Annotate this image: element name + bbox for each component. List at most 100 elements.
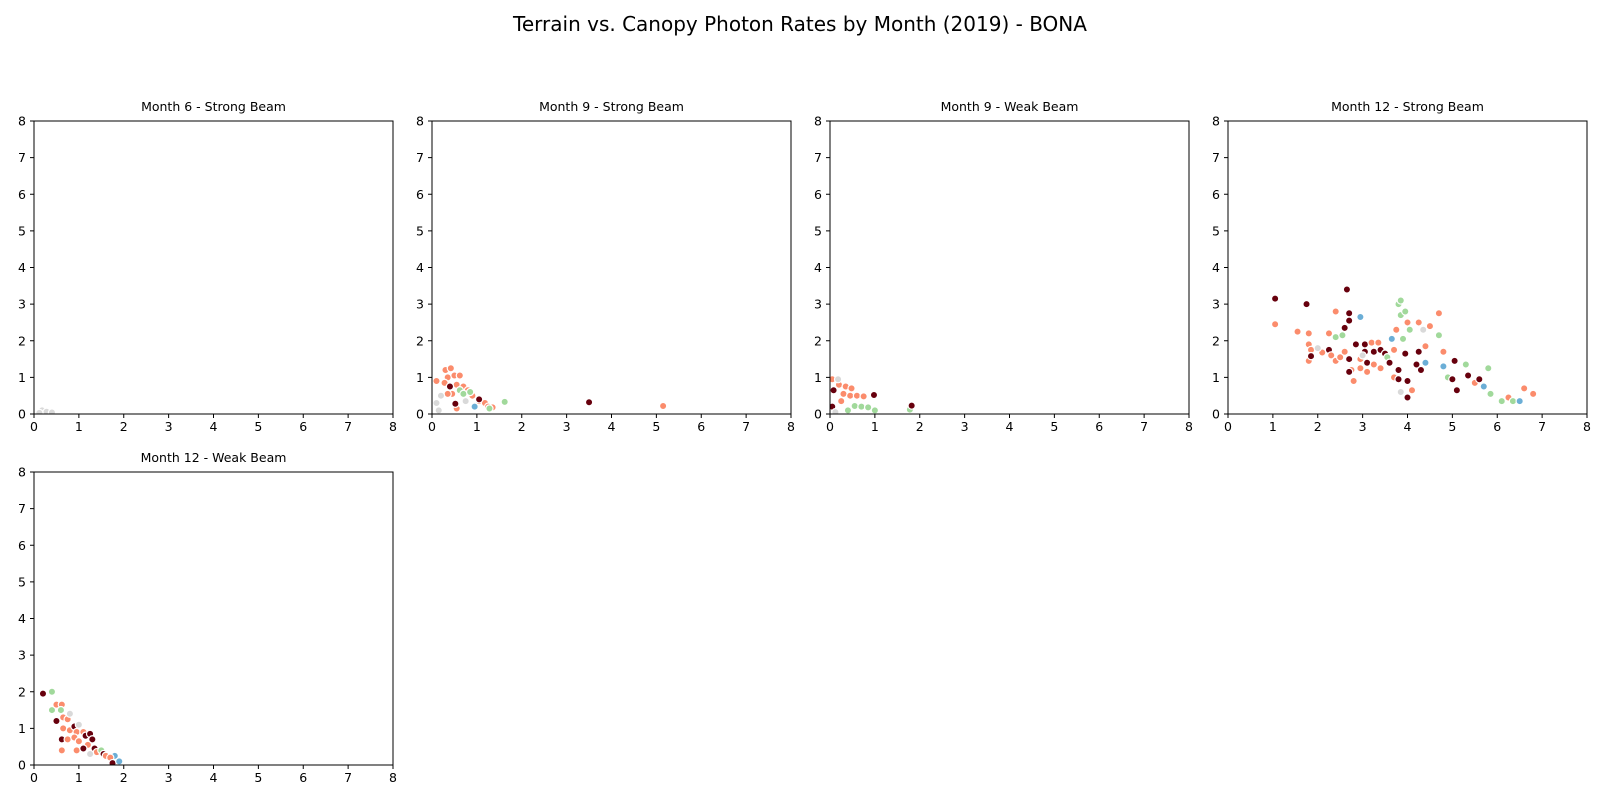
x-tick-label: 0 [30, 419, 38, 434]
scatter-point [1515, 396, 1524, 406]
scatter-point [461, 396, 470, 406]
scatter-point [850, 401, 859, 411]
x-tick-label: 3 [165, 419, 173, 434]
figure-title: Terrain vs. Canopy Photon Rates by Month… [513, 12, 1087, 36]
scatter-point [1367, 338, 1376, 347]
x-tick-label: 1 [75, 419, 83, 434]
x-tick-label: 4 [210, 419, 218, 434]
scatter-point [1463, 371, 1473, 380]
scatter-point [459, 389, 468, 399]
scatter-point [1403, 393, 1412, 402]
y-tick-label: 6 [18, 538, 26, 553]
subplot-title: Month 12 - Weak Beam [141, 450, 287, 465]
scatter-point [1398, 334, 1408, 344]
scatter-point [1392, 325, 1401, 334]
scatter-point [1344, 316, 1354, 325]
scatter-point [47, 408, 57, 414]
x-tick-label: 6 [299, 770, 307, 785]
scatter-point [1356, 312, 1365, 322]
scatter-points [38, 687, 124, 765]
scatter-point [72, 746, 81, 755]
y-tick-label: 3 [18, 648, 26, 663]
y-tick-label: 3 [18, 297, 26, 312]
y-tick-label: 5 [1212, 223, 1220, 238]
x-tick-label: 7 [1538, 419, 1546, 434]
scatter-point [1528, 389, 1538, 399]
scatter-point [1407, 385, 1417, 395]
x-tick-label: 7 [344, 770, 352, 785]
scatter-point [1416, 365, 1426, 375]
scatter-point [432, 398, 441, 408]
x-tick-label: 1 [1269, 419, 1277, 434]
y-tick-label: 2 [416, 333, 424, 348]
scatter-point [1304, 329, 1313, 338]
y-tick-label: 2 [18, 333, 26, 348]
scatter-point [1450, 356, 1459, 366]
scatter-point [1475, 375, 1484, 384]
scatter-point [52, 716, 61, 726]
x-tick-label: 6 [1095, 419, 1103, 434]
y-tick-label: 5 [814, 223, 822, 238]
x-tick-label: 8 [1583, 419, 1591, 434]
y-tick-label: 4 [1212, 260, 1220, 275]
axes-frame [431, 120, 792, 415]
y-tick-label: 4 [18, 260, 26, 275]
x-tick-label: 2 [120, 419, 128, 434]
scatter-point [1385, 358, 1394, 367]
scatter-point [1419, 325, 1428, 334]
scatter-point [1486, 389, 1495, 399]
scatter-point [63, 735, 72, 744]
scatter-point [88, 735, 97, 744]
scatter-point [1484, 364, 1493, 373]
scatter-point [58, 724, 68, 733]
scatter-point [859, 392, 868, 401]
x-tick-label: 8 [787, 419, 795, 434]
scatter-point [1331, 307, 1340, 316]
scatter-point [47, 705, 57, 715]
y-tick-label: 0 [814, 407, 822, 422]
scatter-point [907, 401, 916, 410]
scatter-point [839, 389, 848, 399]
x-tick-label: 1 [75, 770, 83, 785]
scatter-point [1374, 338, 1383, 347]
scatter-point [1362, 358, 1372, 367]
scatter-point [831, 407, 840, 414]
scatter-point [443, 389, 452, 399]
scatter-point [74, 720, 84, 729]
scatter-points [432, 364, 668, 414]
x-tick-label: 3 [1359, 419, 1367, 434]
x-tick-label: 4 [210, 770, 218, 785]
scatter-point [1425, 321, 1435, 331]
scatter-point [1340, 347, 1349, 356]
scatter-point [847, 384, 856, 393]
x-tick-label: 8 [389, 770, 397, 785]
y-tick-label: 5 [416, 223, 424, 238]
scatter-point [1479, 382, 1488, 391]
scatter-point [1421, 342, 1430, 351]
x-tick-label: 4 [1404, 419, 1412, 434]
scatter-point [1403, 318, 1412, 327]
scatter-point [434, 406, 443, 414]
subplot-title: Month 6 - Strong Beam [141, 99, 286, 114]
y-tick-label: 0 [416, 407, 424, 422]
scatter-point [845, 391, 855, 400]
x-tick-label: 6 [697, 419, 705, 434]
scatter-point [1356, 364, 1365, 373]
scatter-point [1327, 351, 1336, 360]
y-tick-label: 3 [416, 297, 424, 312]
scatter-points [1270, 285, 1538, 406]
y-tick-label: 7 [814, 150, 822, 165]
subplot-3: Month 9 - Weak Beam 0 1 2 3 4 5 6 7 8 0 1 2 3 4 5 6 7 8 [814, 99, 1193, 434]
y-tick-label: 6 [1212, 187, 1220, 202]
x-tick-label: 6 [299, 419, 307, 434]
y-tick-label: 2 [814, 333, 822, 348]
scatter-point [863, 403, 873, 412]
y-tick-label: 7 [18, 501, 26, 516]
x-tick-label: 4 [608, 419, 616, 434]
y-tick-label: 8 [18, 465, 26, 480]
scatter-point [1412, 360, 1421, 369]
scatter-point [1414, 347, 1423, 356]
y-tick-label: 1 [1212, 370, 1220, 385]
scatter-point [1403, 376, 1412, 386]
